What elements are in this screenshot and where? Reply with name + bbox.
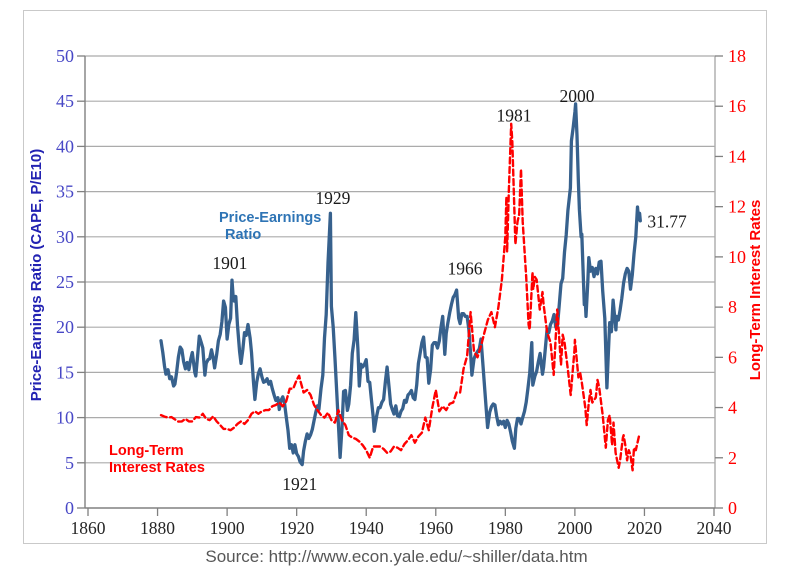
x-axis-tick-label: 1980 xyxy=(488,518,523,538)
interest-rates-series-label-line2: Interest Rates xyxy=(109,460,205,476)
left-axis-tick-label: 40 xyxy=(56,136,74,156)
price-earnings-line xyxy=(159,102,642,467)
right-axis-tick-label: 2 xyxy=(728,448,737,468)
x-axis-tick-label: 1900 xyxy=(210,518,245,538)
right-axis-tick-label: 12 xyxy=(728,197,746,217)
x-axis-tick-label: 1860 xyxy=(71,518,106,538)
source-caption: Source: http://www.econ.yale.edu/~shille… xyxy=(205,547,588,566)
left-axis-tick-label: 35 xyxy=(56,182,74,202)
left-axis-tick-label: 50 xyxy=(56,46,74,66)
right-axis-tick-label: 8 xyxy=(728,297,737,317)
x-axis-tick-label: 1880 xyxy=(140,518,175,538)
right-axis-tick-label: 16 xyxy=(728,96,746,116)
annotation-1929: 1929 xyxy=(315,188,350,208)
interest-rates-series-label: Long-Term Interest Rates xyxy=(109,443,229,477)
annotation-31.77: 31.77 xyxy=(647,211,687,231)
right-axis-tick-label: 6 xyxy=(728,347,737,367)
annotation-1981: 1981 xyxy=(497,106,532,126)
left-axis-tick-label: 20 xyxy=(56,317,74,337)
x-axis-tick-label: 2040 xyxy=(697,518,732,538)
left-axis-tick-label: 45 xyxy=(56,91,74,111)
right-axis-tick-label: 4 xyxy=(728,398,737,418)
x-axis-tick-label: 1920 xyxy=(279,518,314,538)
right-axis-tick-label: 0 xyxy=(728,498,737,518)
x-axis-tick-label: 2000 xyxy=(557,518,592,538)
price-earnings-series-label: Price-Earnings Ratio xyxy=(219,210,331,244)
x-axis-tick-label: 1960 xyxy=(418,518,453,538)
price-earnings-series-label-line1: Price-Earnings xyxy=(219,210,322,226)
x-axis-tick-label: 1940 xyxy=(349,518,384,538)
interest-rates-series-label-line1: Long-Term xyxy=(109,443,184,459)
left-axis-tick-label: 0 xyxy=(65,498,74,518)
annotation-1901: 1901 xyxy=(212,253,247,273)
left-axis-tick-label: 30 xyxy=(56,227,74,247)
left-axis-tick-label: 10 xyxy=(56,408,74,428)
annotation-2000: 2000 xyxy=(559,86,594,106)
figure-border xyxy=(23,10,767,544)
right-axis-title: Long-Term Interest Rates xyxy=(747,199,764,381)
right-axis-tick-label: 10 xyxy=(728,247,746,267)
left-axis-tick-label: 5 xyxy=(65,453,74,473)
price-earnings-series-label-line2: Ratio xyxy=(225,227,262,243)
right-axis-tick-label: 14 xyxy=(728,146,746,166)
interest-rates-line xyxy=(159,122,641,472)
left-axis-title: Price-Earnings Ratio (CAPE, P/E10) xyxy=(28,148,45,402)
left-axis-tick-label: 25 xyxy=(56,272,74,292)
annotation-1921: 1921 xyxy=(282,474,317,494)
x-axis-tick-label: 2020 xyxy=(627,518,662,538)
left-axis-tick-label: 15 xyxy=(56,362,74,382)
annotation-1966: 1966 xyxy=(447,258,482,278)
right-axis-tick-label: 18 xyxy=(728,46,746,66)
